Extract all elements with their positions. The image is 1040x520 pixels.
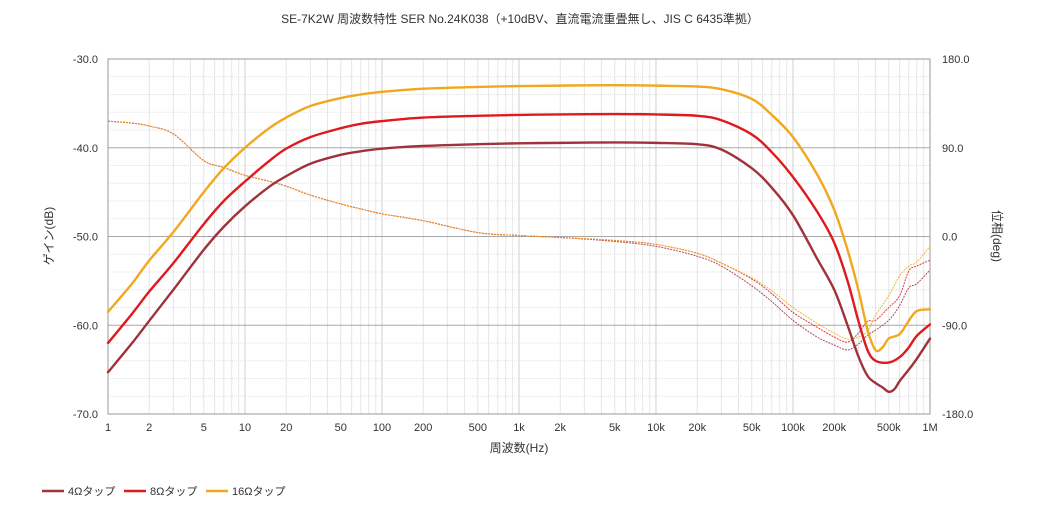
gain-line-series-3 (106, 83, 932, 353)
x-tick-label: 5 (201, 422, 207, 434)
chart-title: SE-7K2W 周波数特性 SER No.24K038（+10dBV、直流電流重… (281, 11, 759, 26)
x-tick-label: 2 (146, 422, 152, 434)
y-tick-label: -50.0 (73, 232, 98, 244)
gain-line-series-1 (106, 141, 932, 394)
y2-axis-label: 位相(deg) (990, 210, 1005, 262)
x-tick-label: 200 (414, 422, 432, 434)
y2-tick-label: 180.0 (942, 54, 970, 66)
x-tick-label: 50 (335, 422, 347, 434)
legend-label-series-1: 4Ωタップ (68, 485, 115, 498)
y-axis-label: ゲイン(dB) (42, 207, 56, 265)
x-axis-label: 周波数(Hz) (490, 440, 549, 455)
y-tick-label: -40.0 (73, 143, 98, 155)
legend-label-series-3: 16Ωタップ (232, 485, 285, 498)
x-tick-label: 20k (688, 422, 706, 434)
x-tick-label: 1k (513, 422, 525, 434)
legend: 4Ωタップ 8Ωタップ 16Ωタップ (42, 485, 285, 498)
x-tick-label: 100k (781, 422, 805, 434)
y-tick-label: -70.0 (73, 409, 98, 421)
plot-area-frame (107, 58, 931, 415)
y2-axis-ticks: 180.0 90.0 0.0 -90.0 -180.0 (942, 54, 973, 421)
x-tick-label: 5k (609, 422, 621, 434)
y2-tick-label: 90.0 (942, 143, 963, 155)
x-tick-label: 20 (280, 422, 292, 434)
y-tick-label: -60.0 (73, 320, 98, 332)
x-tick-label: 200k (822, 422, 846, 434)
gain-lines (106, 83, 932, 394)
y2-tick-label: -180.0 (942, 409, 973, 421)
x-tick-label: 1M (922, 422, 937, 434)
y-axis-ticks: -30.0 -40.0 -50.0 -60.0 -70.0 (73, 54, 98, 421)
x-tick-label: 1 (105, 422, 111, 434)
x-tick-label: 500k (877, 422, 901, 434)
x-tick-label: 2k (554, 422, 566, 434)
x-tick-label: 50k (743, 422, 761, 434)
gain-line-series-2 (106, 112, 932, 364)
legend-label-series-2: 8Ωタップ (150, 485, 197, 498)
y-tick-label: -30.0 (73, 54, 98, 66)
y2-tick-label: -90.0 (942, 320, 967, 332)
x-tick-label: 10 (239, 422, 251, 434)
x-tick-label: 10k (647, 422, 665, 434)
x-tick-label: 100 (373, 422, 391, 434)
y2-tick-label: 0.0 (942, 232, 957, 244)
x-tick-label: 500 (469, 422, 487, 434)
x-axis-ticks: 1 2 5 10 20 50 100 200 500 1k 2k 5k 10k 20k 50k 100k 200… (105, 422, 938, 434)
phase-line-series-3 (107, 120, 931, 340)
grid (107, 58, 930, 415)
